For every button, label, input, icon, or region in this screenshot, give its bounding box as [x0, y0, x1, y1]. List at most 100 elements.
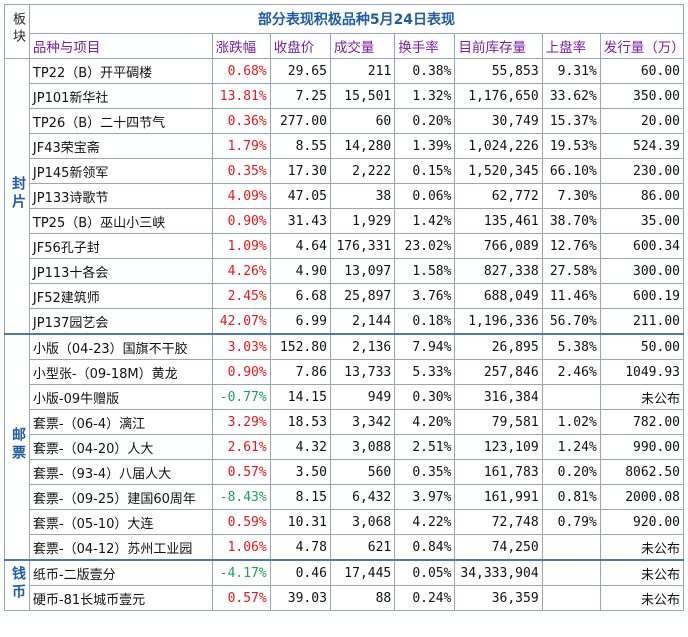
cell-change: 1.09% — [211, 233, 271, 259]
cell-change: 42.07% — [211, 308, 271, 335]
table-row: JF56孔子封 1.09% 4.64 176,331 23.02% 766,089 12.7… — [5, 233, 685, 259]
cell-turnover: 4.22% — [394, 509, 456, 535]
cell-stock: 827,338 — [454, 258, 543, 284]
cell-stock: 161,783 — [454, 459, 543, 485]
cell-rate: 56.70% — [541, 308, 601, 335]
cell-issue: 350.00 — [599, 83, 685, 109]
cell-name: JP101新华社 — [28, 83, 213, 109]
cell-close: 4.32 — [269, 434, 331, 460]
cell-turnover: 3.97% — [394, 484, 456, 510]
cell-name: JF52建筑师 — [28, 283, 213, 309]
table-row: 钱币 纸币-二版壹分 -4.17% 0.46 17,445 0.05% 34,333,904… — [4, 559, 685, 611]
cell-turnover: 0.35% — [394, 459, 456, 485]
cell-name: 套票-（04-12）苏州工业园 — [28, 534, 213, 561]
cell-change: 4.09% — [211, 183, 271, 209]
cell-close: 29.65 — [269, 58, 331, 84]
cell-stock: 72,748 — [454, 509, 543, 535]
cell-volume: 560 — [329, 459, 396, 485]
cell-issue: 1049.93 — [599, 359, 685, 385]
cell-change: 0.90% — [211, 208, 271, 234]
cell-issue: 230.00 — [599, 158, 685, 184]
cell-change: 3.29% — [211, 409, 271, 435]
cell-change: -0.77% — [211, 384, 271, 410]
cell-issue: 20.00 — [599, 108, 685, 134]
cell-change: 0.68% — [211, 58, 271, 84]
table-row: JP133诗歌节 4.09% 47.05 38 0.06% 62,772 7.30% 86.0… — [5, 183, 685, 209]
cell-close: 0.46 — [269, 559, 331, 586]
cell-rate: 5.38% — [541, 333, 601, 360]
cell-turnover: 0.20% — [394, 108, 456, 134]
cell-turnover: 1.39% — [394, 133, 456, 159]
cell-close: 6.99 — [269, 308, 331, 335]
cell-rate: 0.79% — [541, 509, 601, 535]
cell-name: JP133诗歌节 — [28, 183, 213, 209]
cell-stock: 135,461 — [454, 208, 543, 234]
cell-close: 4.64 — [269, 233, 331, 259]
cell-name: 小版（04-23）国旗不干胶 — [28, 333, 213, 360]
col-header-rate: 上盘率 — [541, 33, 601, 59]
cell-stock: 1,520,345 — [454, 158, 543, 184]
cell-name: TP26（B）二十四节气 — [28, 108, 213, 134]
cell-change: 0.36% — [211, 108, 271, 134]
cell-change: 0.90% — [211, 359, 271, 385]
cell-volume: 3,342 — [329, 409, 396, 435]
cell-change: 13.81% — [211, 83, 271, 109]
cell-close: 277.00 — [269, 108, 331, 134]
cell-volume: 88 — [329, 585, 396, 611]
table-row: JP101新华社 13.81% 7.25 15,501 1.32% 1,176,650 33… — [5, 83, 685, 109]
cell-volume: 2,136 — [329, 333, 396, 360]
cell-rate — [541, 384, 601, 410]
table-row: 小型张-（09-18M）黄龙 0.90% 7.86 13,733 5.33% 257,84… — [5, 359, 685, 385]
cell-change: -8.43% — [211, 484, 271, 510]
cell-rate: 11.46% — [541, 283, 601, 309]
cell-turnover: 0.38% — [394, 58, 456, 84]
table-row: 套票-（04-12）苏州工业园 1.06% 4.78 621 0.84% 74,250 未公… — [5, 534, 685, 561]
cell-turnover: 0.24% — [394, 585, 456, 611]
col-header-change: 涨跌幅 — [211, 33, 271, 59]
cell-rate — [541, 585, 601, 611]
table-row: 套票-（06-4）漓江 3.29% 18.53 3,342 4.20% 79,581 1.0… — [5, 409, 685, 435]
cell-volume: 211 — [329, 58, 396, 84]
cell-volume: 2,144 — [329, 308, 396, 335]
block-header: 板块 — [4, 4, 30, 59]
cell-change: 0.57% — [211, 459, 271, 485]
cell-rate: 7.30% — [541, 183, 601, 209]
group-label: 钱币 — [4, 559, 30, 611]
cell-stock: 74,250 — [454, 534, 543, 561]
table-row: TP26（B）二十四节气 0.36% 277.00 60 0.20% 30,749 15.3… — [5, 108, 685, 134]
cell-rate: 15.37% — [541, 108, 601, 134]
cell-issue: 782.00 — [599, 409, 685, 435]
col-header-stock: 目前库存量 — [454, 33, 543, 59]
cell-volume: 38 — [329, 183, 396, 209]
table-row: 套票-（09-25）建国60周年 -8.43% 8.15 6,432 3.97% 161,… — [5, 484, 685, 510]
cell-name: JP145新领军 — [28, 158, 213, 184]
cell-turnover: 3.76% — [394, 283, 456, 309]
cell-name: 硬币-81长城币壹元 — [28, 585, 213, 611]
cell-rate: 27.58% — [541, 258, 601, 284]
cell-stock: 1,024,226 — [454, 133, 543, 159]
cell-close: 7.25 — [269, 83, 331, 109]
cell-name: 套票-（04-20）人大 — [28, 434, 213, 460]
cell-turnover: 23.02% — [394, 233, 456, 259]
cell-change: 0.57% — [211, 585, 271, 611]
cell-stock: 161,991 — [454, 484, 543, 510]
cell-rate: 9.31% — [541, 58, 601, 84]
cell-rate — [541, 534, 601, 561]
cell-stock: 34,333,904 — [454, 559, 543, 586]
cell-name: JF56孔子封 — [28, 233, 213, 259]
cell-close: 3.50 — [269, 459, 331, 485]
cell-close: 31.43 — [269, 208, 331, 234]
cell-issue: 86.00 — [599, 183, 685, 209]
cell-name: TP22（B）开平碉楼 — [28, 58, 213, 84]
cell-name: 小版-09牛赠版 — [28, 384, 213, 410]
cell-issue: 600.19 — [599, 283, 685, 309]
cell-turnover: 1.58% — [394, 258, 456, 284]
cell-issue: 2000.08 — [599, 484, 685, 510]
cell-stock: 26,895 — [454, 333, 543, 360]
cell-volume: 949 — [329, 384, 396, 410]
cell-turnover: 0.05% — [394, 559, 456, 586]
cell-turnover: 0.15% — [394, 158, 456, 184]
cell-close: 18.53 — [269, 409, 331, 435]
cell-turnover: 0.06% — [394, 183, 456, 209]
cell-rate: 0.20% — [541, 459, 601, 485]
